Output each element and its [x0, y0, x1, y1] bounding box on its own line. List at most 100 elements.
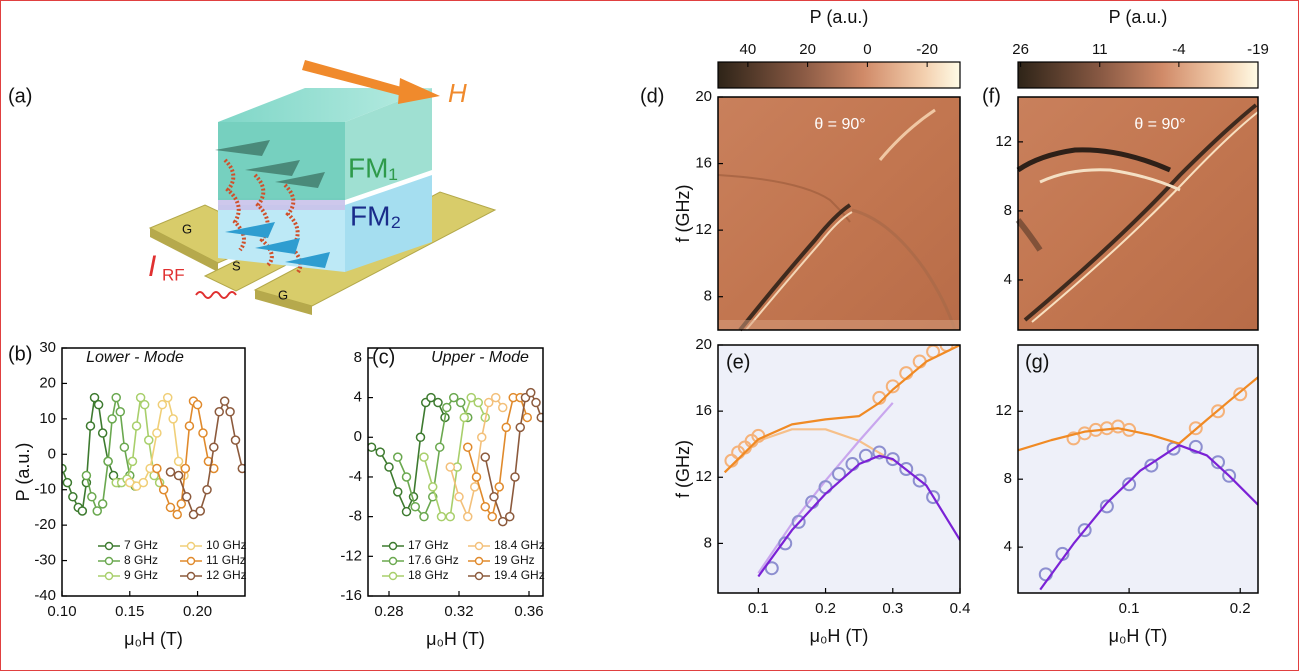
- colorbar-tick-label: 26: [1012, 41, 1029, 58]
- data-point: [78, 507, 86, 515]
- data-point: [429, 483, 437, 491]
- legend-marker: [188, 558, 195, 565]
- y-tick-label: 20: [695, 88, 712, 105]
- y-tick-label: 12: [995, 402, 1012, 419]
- plot-background: [718, 345, 960, 593]
- data-point: [478, 433, 486, 441]
- data-point: [511, 473, 519, 481]
- y-tick-label: -10: [34, 481, 56, 498]
- legend-label: 18.4 GHz: [494, 538, 545, 552]
- colorbar-tick-label: -19: [1247, 41, 1269, 58]
- data-point: [199, 429, 207, 437]
- data-point: [446, 463, 454, 471]
- legend-label: 12 GHz: [206, 568, 247, 582]
- data-point: [210, 443, 218, 451]
- data-point: [116, 408, 124, 416]
- x-axis-label: μ₀H (T): [1109, 626, 1168, 646]
- data-point: [490, 493, 498, 501]
- colorbar: [1018, 62, 1258, 88]
- legend-marker: [188, 573, 195, 580]
- colorbar-tick-label: 20: [799, 41, 816, 58]
- legend-label: 19.4 GHz: [494, 568, 545, 582]
- y-tick-label: 20: [695, 336, 712, 353]
- x-tick-label: 0.32: [444, 603, 473, 620]
- data-point: [203, 486, 211, 494]
- y-tick-label: -4: [349, 468, 362, 485]
- panel-label: (g): [1025, 351, 1049, 373]
- data-point: [99, 500, 107, 508]
- y-axis-label: f (GHz): [673, 440, 693, 498]
- data-point: [420, 453, 428, 461]
- data-point: [175, 472, 183, 480]
- data-point: [93, 507, 101, 515]
- data-point: [112, 394, 120, 402]
- data-point: [434, 399, 442, 407]
- x-tick-label: 0.1: [1119, 600, 1140, 617]
- x-tick-label: 0.2: [815, 600, 836, 617]
- data-point: [128, 457, 136, 465]
- legend-marker: [476, 543, 483, 550]
- x-tick-label: 0.36: [514, 603, 543, 620]
- y-tick-label: 12: [995, 133, 1012, 150]
- y-tick-label: 8: [354, 349, 362, 366]
- y-tick-label: 4: [1004, 538, 1012, 555]
- layer-label: FM₂: [350, 200, 401, 231]
- legend-label: 19 GHz: [494, 553, 535, 567]
- legend-marker: [390, 573, 397, 580]
- data-point: [133, 422, 141, 430]
- data-point: [139, 479, 147, 487]
- panel-label: (e): [726, 351, 750, 373]
- legend-marker: [106, 558, 113, 565]
- y-tick-label: 8: [704, 288, 712, 305]
- y-tick-label: 8: [1004, 202, 1012, 219]
- y-tick-label: 0: [354, 428, 362, 445]
- y-tick-label: 4: [1004, 271, 1012, 288]
- data-point: [232, 436, 240, 444]
- field-label: H: [448, 78, 467, 108]
- colorbar-tick-label: 40: [740, 41, 757, 58]
- data-point: [471, 483, 479, 491]
- legend-label: 17 GHz: [408, 538, 449, 552]
- colorbar-tick-label: 11: [1092, 41, 1108, 58]
- data-point: [376, 448, 384, 456]
- annotation: Lower - Mode: [86, 349, 184, 366]
- page: (a) H FM₁ FM₂ G S G I RF -40-30-20-10010…: [0, 0, 1299, 671]
- data-point: [492, 394, 500, 402]
- data-point: [443, 404, 451, 412]
- y-tick-label: 30: [39, 339, 56, 356]
- colorbar: [718, 62, 960, 88]
- legend-marker: [106, 543, 113, 550]
- legend-label: 8 GHz: [124, 553, 158, 567]
- data-point: [226, 408, 234, 416]
- x-tick-label: 0.3: [882, 600, 903, 617]
- data-point: [177, 500, 185, 508]
- y-tick-label: 12: [695, 221, 712, 238]
- plot-area: [58, 394, 246, 519]
- data-point: [403, 508, 411, 516]
- data-point: [473, 473, 481, 481]
- data-point: [481, 503, 489, 511]
- data-point: [532, 399, 540, 407]
- data-point: [523, 413, 531, 421]
- data-point: [173, 511, 181, 519]
- x-tick-label: 0.15: [115, 603, 144, 620]
- data-point: [164, 394, 172, 402]
- annotation: θ = 90°: [1134, 116, 1185, 133]
- data-point: [385, 463, 393, 471]
- data-point: [169, 415, 177, 423]
- schematic: [150, 60, 495, 315]
- data-point: [108, 415, 116, 423]
- data-point: [141, 401, 149, 409]
- electrode-label: G: [182, 221, 192, 236]
- y-axis-label: f (GHz): [673, 185, 693, 243]
- panel-label: (b): [8, 343, 32, 365]
- data-point: [99, 429, 107, 437]
- panel-label: (f): [982, 85, 1001, 107]
- current-label: I: [148, 250, 156, 283]
- y-tick-label: 0: [48, 445, 56, 462]
- panel-label: (d): [640, 85, 664, 107]
- data-point: [104, 457, 112, 465]
- data-point: [537, 413, 545, 421]
- data-point: [488, 513, 496, 521]
- data-point: [455, 493, 463, 501]
